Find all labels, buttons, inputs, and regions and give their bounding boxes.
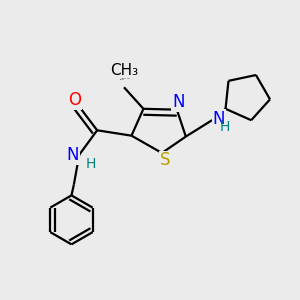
Text: methyl: methyl [122,78,127,79]
Text: H: H [220,120,230,134]
Text: methyl: methyl [120,77,125,78]
Text: methyl: methyl [125,78,130,79]
Text: N: N [172,93,184,111]
Text: O: O [68,91,82,109]
Text: N: N [66,146,79,164]
Text: CH₃: CH₃ [110,63,138,78]
Text: methyl: methyl [120,78,125,80]
Text: H: H [85,157,96,171]
Text: N: N [212,110,225,128]
Text: S: S [160,152,170,169]
